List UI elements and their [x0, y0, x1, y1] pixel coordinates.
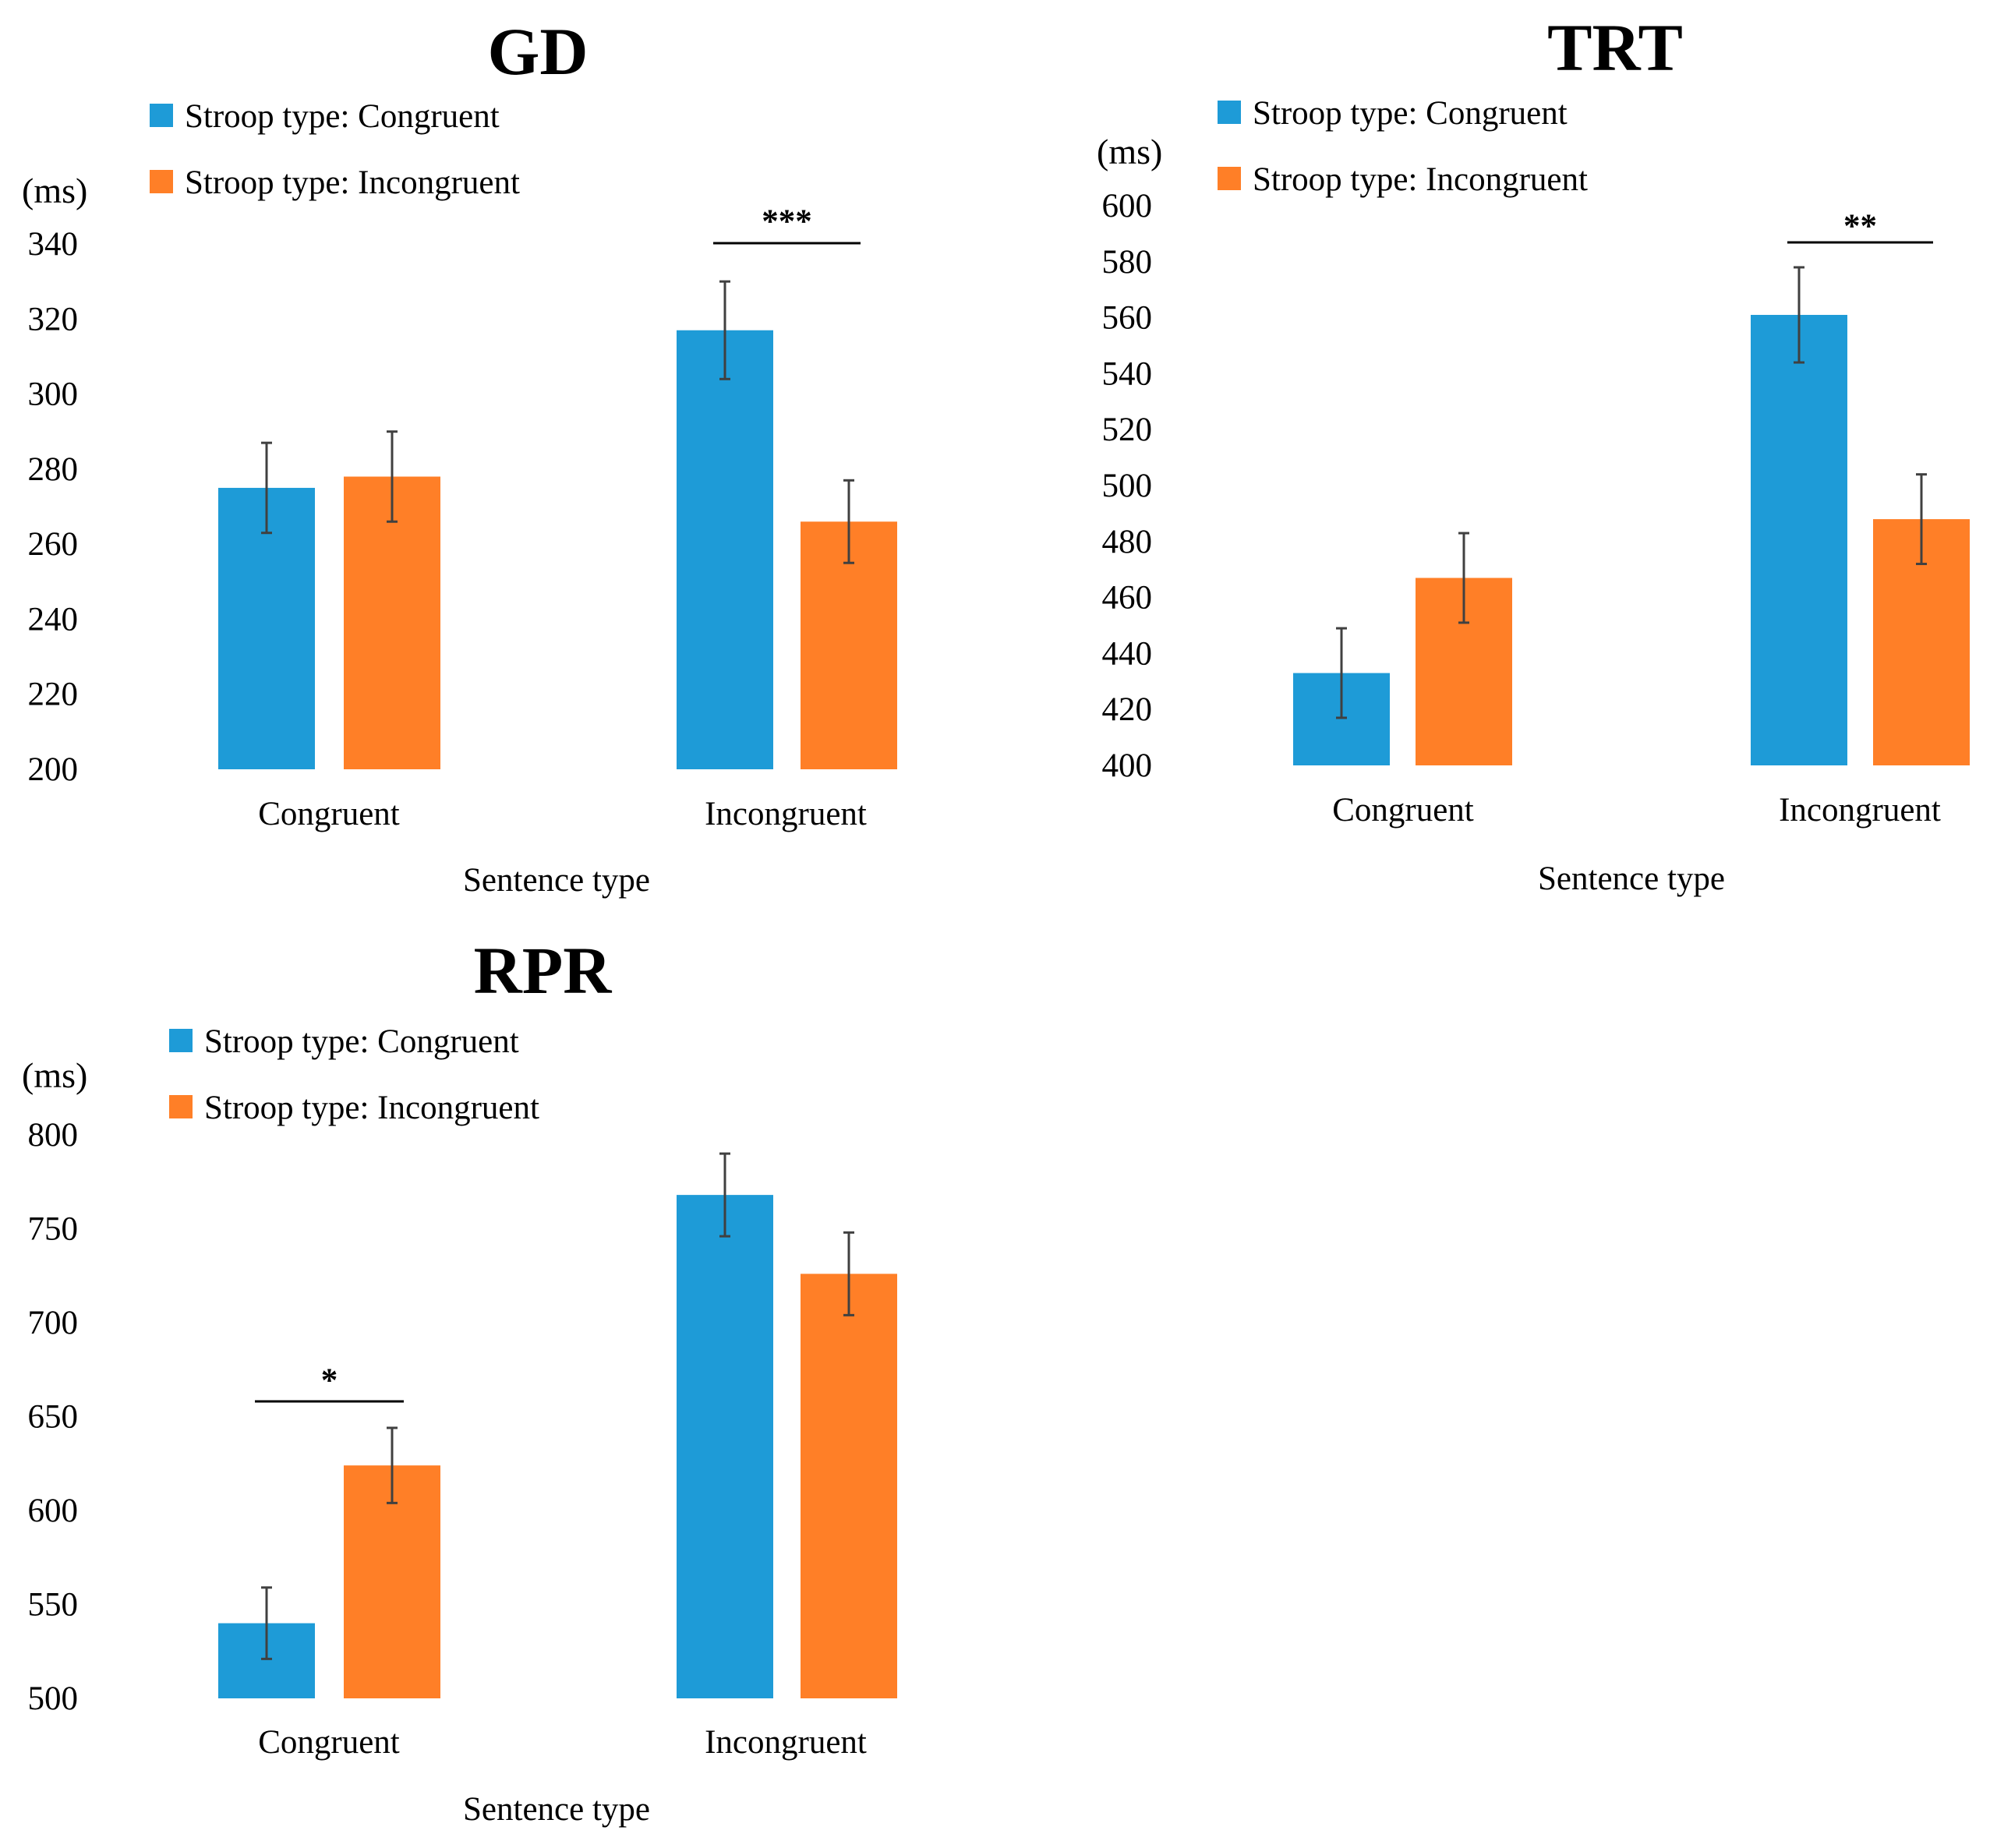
gd-y-unit-label: (ms)	[22, 171, 87, 210]
gd-y-tick-label: 340	[28, 226, 79, 263]
trt-legend-swatch-congruent	[1218, 101, 1241, 124]
gd-error-bar-incongruent-incongruent	[843, 479, 854, 564]
trt-x-category-label: Congruent	[1332, 792, 1474, 829]
trt-error-bar-congruent-incongruent	[1458, 532, 1469, 624]
trt-y-unit-label: (ms)	[1097, 132, 1162, 171]
rpr-bar-incongruent-congruent	[677, 1195, 773, 1698]
rpr-legend-swatch-congruent	[169, 1029, 193, 1052]
rpr-y-tick-label: 700	[28, 1305, 79, 1341]
gd-legend-label-congruent: Stroop type: Congruent	[185, 98, 500, 135]
trt-legend-label-incongruent: Stroop type: Incongruent	[1253, 161, 1588, 198]
gd-chart: GD (ms) 200 220 240 260 280 300 320 340 Stroop typ…	[22, 14, 897, 899]
trt-title: TRT	[1547, 10, 1683, 85]
rpr-error-bar-incongruent-congruent	[719, 1152, 730, 1238]
trt-x-axis-title: Sentence type	[1538, 860, 1725, 897]
trt-y-tick-label: 540	[1102, 355, 1153, 392]
gd-legend-label-incongruent: Stroop type: Incongruent	[185, 164, 520, 201]
trt-legend-label-congruent: Stroop type: Congruent	[1253, 95, 1568, 132]
trt-y-tick-label: 480	[1102, 524, 1153, 560]
rpr-bar-congruent-incongruent	[344, 1465, 440, 1698]
rpr-y-tick-label: 800	[28, 1117, 79, 1154]
rpr-y-tick-label: 750	[28, 1211, 79, 1248]
trt-chart: TRT (ms) 400 420 440 460 480 500 520 540 560 580 600…	[1097, 10, 1970, 897]
trt-bar-incongruent-congruent	[1751, 315, 1847, 765]
gd-legend-swatch-congruent	[150, 104, 173, 127]
trt-y-tick-label: 420	[1102, 691, 1153, 728]
gd-legend-swatch-incongruent	[150, 170, 173, 193]
gd-y-tick-label: 280	[28, 451, 79, 488]
rpr-chart: RPR (ms) 500 550 600 650 700 750 800 Stroop type:…	[22, 933, 897, 1828]
rpr-legend-label-incongruent: Stroop type: Incongruent	[204, 1090, 539, 1126]
trt-y-tick-label: 460	[1102, 580, 1153, 617]
rpr-bar-incongruent-incongruent	[801, 1274, 897, 1698]
rpr-error-bar-congruent-congruent	[261, 1586, 272, 1660]
gd-y-tick-label: 200	[28, 751, 79, 788]
trt-y-tick-label: 440	[1102, 635, 1153, 672]
trt-error-bar-incongruent-incongruent	[1916, 473, 1927, 566]
rpr-error-bar-congruent-incongruent	[387, 1426, 398, 1504]
rpr-y-tick-label: 550	[28, 1587, 79, 1624]
rpr-x-category-label: Incongruent	[705, 1724, 867, 1761]
rpr-x-category-label: Congruent	[258, 1724, 400, 1761]
gd-y-tick-label: 260	[28, 526, 79, 563]
gd-bar-congruent-incongruent	[344, 476, 440, 769]
rpr-legend-label-congruent: Stroop type: Congruent	[204, 1023, 519, 1060]
trt-y-tick-label: 560	[1102, 300, 1153, 337]
rpr-legend-swatch-incongruent	[169, 1095, 193, 1118]
gd-y-tick-label: 320	[28, 301, 79, 337]
trt-error-bar-incongruent-congruent	[1794, 266, 1804, 364]
gd-y-tick-label: 220	[28, 677, 79, 713]
rpr-y-unit-label: (ms)	[22, 1055, 87, 1095]
gd-x-category-label: Congruent	[258, 796, 400, 832]
gd-title: GD	[488, 14, 589, 89]
rpr-x-axis-title: Sentence type	[463, 1791, 650, 1828]
rpr-error-bar-incongruent-incongruent	[843, 1231, 854, 1316]
rpr-y-tick-label: 600	[28, 1493, 79, 1529]
gd-error-bar-congruent-congruent	[261, 441, 272, 535]
trt-y-tick-label: 580	[1102, 244, 1153, 281]
trt-y-tick-label: 400	[1102, 747, 1153, 784]
gd-x-category-label: Incongruent	[705, 796, 867, 832]
gd-error-bar-incongruent-congruent	[719, 280, 730, 380]
gd-y-tick-label: 300	[28, 376, 79, 413]
trt-significance-label: **	[1843, 208, 1877, 245]
rpr-y-tick-label: 500	[28, 1680, 79, 1717]
gd-bar-congruent-congruent	[218, 487, 315, 769]
gd-x-axis-title: Sentence type	[463, 862, 650, 899]
gd-significance-label: ***	[762, 203, 812, 240]
trt-x-category-label: Incongruent	[1779, 792, 1941, 829]
trt-y-tick-label: 500	[1102, 468, 1153, 504]
rpr-title: RPR	[474, 933, 613, 1008]
trt-error-bar-congruent-congruent	[1336, 627, 1347, 719]
rpr-significance-label: *	[321, 1362, 338, 1399]
trt-y-tick-label: 520	[1102, 412, 1153, 448]
trt-legend-swatch-incongruent	[1218, 167, 1241, 190]
gd-error-bar-congruent-incongruent	[387, 430, 398, 523]
gd-y-tick-label: 240	[28, 601, 79, 638]
rpr-y-tick-label: 650	[28, 1399, 79, 1436]
gd-bar-incongruent-congruent	[677, 330, 773, 769]
trt-y-tick-label: 600	[1102, 188, 1153, 224]
